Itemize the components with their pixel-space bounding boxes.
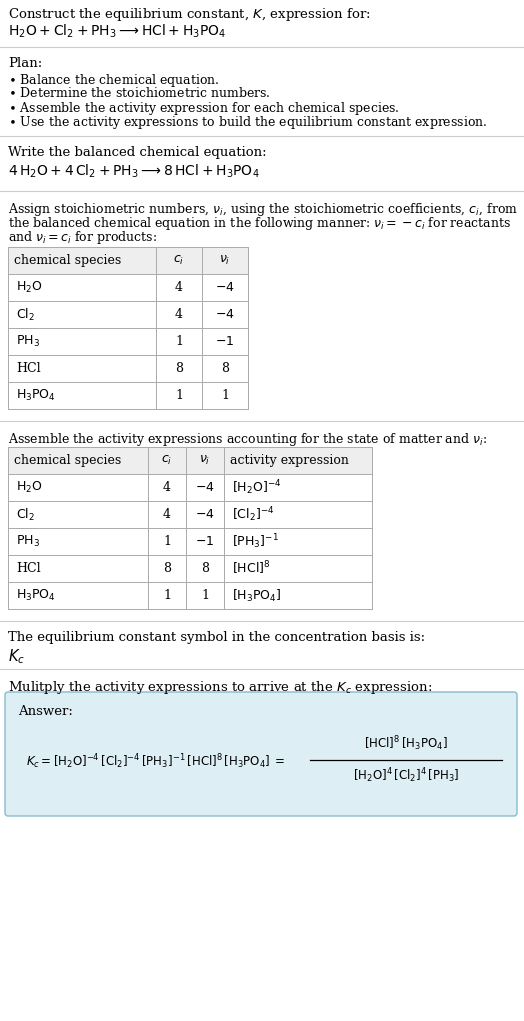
Text: $-4$: $-4$ (215, 308, 235, 321)
Text: 1: 1 (201, 589, 209, 602)
Text: HCl: HCl (16, 562, 41, 575)
Text: $[\mathrm{HCl}]^8$: $[\mathrm{HCl}]^8$ (232, 560, 270, 577)
Text: 4: 4 (175, 281, 183, 294)
Text: Mulitply the activity expressions to arrive at the $K_c$ expression:: Mulitply the activity expressions to arr… (8, 679, 432, 696)
Bar (8, 501, 372, 528)
Text: chemical species: chemical species (14, 254, 121, 268)
Text: $[\mathrm{Cl_2}]^{-4}$: $[\mathrm{Cl_2}]^{-4}$ (232, 505, 275, 524)
Bar (8, 528, 372, 555)
Text: $\bullet$ Balance the chemical equation.: $\bullet$ Balance the chemical equation. (8, 72, 220, 89)
Text: The equilibrium constant symbol in the concentration basis is:: The equilibrium constant symbol in the c… (8, 631, 425, 644)
Bar (8, 301, 248, 328)
Text: 8: 8 (221, 362, 229, 375)
Text: $[\mathrm{H_3PO_4}]$: $[\mathrm{H_3PO_4}]$ (232, 587, 281, 603)
Text: $\mathrm{Cl_2}$: $\mathrm{Cl_2}$ (16, 306, 35, 323)
Text: 8: 8 (201, 562, 209, 575)
Text: activity expression: activity expression (230, 454, 349, 467)
Text: $-1$: $-1$ (215, 335, 235, 348)
Text: $-4$: $-4$ (195, 508, 215, 521)
Text: $\mathrm{PH_3}$: $\mathrm{PH_3}$ (16, 534, 40, 549)
Text: 4: 4 (163, 481, 171, 494)
Bar (8, 555, 372, 582)
Text: $c_i$: $c_i$ (161, 454, 172, 467)
Text: $\bullet$ Assemble the activity expression for each chemical species.: $\bullet$ Assemble the activity expressi… (8, 100, 400, 117)
Text: $\mathrm{4\,H_2O + 4\,Cl_2 + PH_3 \longrightarrow 8\,HCl + H_3PO_4}$: $\mathrm{4\,H_2O + 4\,Cl_2 + PH_3 \longr… (8, 163, 259, 181)
Text: 4: 4 (175, 308, 183, 321)
Text: 1: 1 (163, 535, 171, 548)
Bar (8, 247, 248, 274)
Bar (8, 328, 248, 355)
Text: 8: 8 (175, 362, 183, 375)
Text: $[\mathrm{PH_3}]^{-1}$: $[\mathrm{PH_3}]^{-1}$ (232, 532, 279, 551)
Text: Construct the equilibrium constant, $K$, expression for:: Construct the equilibrium constant, $K$,… (8, 6, 370, 23)
Text: Write the balanced chemical equation:: Write the balanced chemical equation: (8, 146, 267, 159)
Text: $\mathrm{H_2O + Cl_2 + PH_3 \longrightarrow HCl + H_3PO_4}$: $\mathrm{H_2O + Cl_2 + PH_3 \longrightar… (8, 23, 226, 41)
Text: $\mathrm{H_2O}$: $\mathrm{H_2O}$ (16, 280, 42, 295)
Text: $c_i$: $c_i$ (173, 254, 184, 268)
Text: $\mathrm{H_2O}$: $\mathrm{H_2O}$ (16, 480, 42, 495)
Text: 1: 1 (163, 589, 171, 602)
Text: 8: 8 (163, 562, 171, 575)
Text: $\mathrm{PH_3}$: $\mathrm{PH_3}$ (16, 334, 40, 349)
Text: $\bullet$ Use the activity expressions to build the equilibrium constant express: $\bullet$ Use the activity expressions t… (8, 114, 487, 131)
Bar (8, 382, 248, 409)
Text: $\bullet$ Determine the stoichiometric numbers.: $\bullet$ Determine the stoichiometric n… (8, 86, 270, 100)
FancyBboxPatch shape (5, 692, 517, 816)
Text: $K_c$: $K_c$ (8, 647, 25, 666)
Bar (8, 274, 248, 301)
Bar (8, 474, 372, 501)
Text: Assemble the activity expressions accounting for the state of matter and $\nu_i$: Assemble the activity expressions accoun… (8, 431, 487, 448)
Text: $K_c = [\mathrm{H_2O}]^{-4}\,[\mathrm{Cl_2}]^{-4}\,[\mathrm{PH_3}]^{-1}\,[\mathr: $K_c = [\mathrm{H_2O}]^{-4}\,[\mathrm{Cl… (26, 752, 286, 771)
Text: $\nu_i$: $\nu_i$ (199, 454, 211, 467)
Text: $\mathrm{H_3PO_4}$: $\mathrm{H_3PO_4}$ (16, 388, 56, 403)
Text: chemical species: chemical species (14, 454, 121, 467)
Text: 1: 1 (221, 389, 229, 402)
Text: $[\mathrm{HCl}]^8\,[\mathrm{H_3PO_4}]$: $[\mathrm{HCl}]^8\,[\mathrm{H_3PO_4}]$ (364, 735, 448, 753)
Text: $-4$: $-4$ (215, 281, 235, 294)
Text: 1: 1 (175, 389, 183, 402)
Text: and $\nu_i = c_i$ for products:: and $\nu_i = c_i$ for products: (8, 229, 157, 246)
Bar (8, 447, 372, 474)
Text: HCl: HCl (16, 362, 41, 375)
Text: the balanced chemical equation in the following manner: $\nu_i = -c_i$ for react: the balanced chemical equation in the fo… (8, 215, 511, 232)
Bar (8, 355, 248, 382)
Text: $\mathrm{H_3PO_4}$: $\mathrm{H_3PO_4}$ (16, 588, 56, 603)
Text: $\nu_i$: $\nu_i$ (220, 254, 231, 268)
Text: $-1$: $-1$ (195, 535, 215, 548)
Text: $[\mathrm{H_2O}]^{-4}$: $[\mathrm{H_2O}]^{-4}$ (232, 478, 281, 497)
Text: Plan:: Plan: (8, 57, 42, 70)
Bar (8, 582, 372, 609)
Text: $-4$: $-4$ (195, 481, 215, 494)
Text: 4: 4 (163, 508, 171, 521)
Text: $\mathrm{Cl_2}$: $\mathrm{Cl_2}$ (16, 506, 35, 523)
Text: Assign stoichiometric numbers, $\nu_i$, using the stoichiometric coefficients, $: Assign stoichiometric numbers, $\nu_i$, … (8, 201, 518, 218)
Text: 1: 1 (175, 335, 183, 348)
Text: Answer:: Answer: (18, 704, 73, 718)
Text: $[\mathrm{H_2O}]^4\,[\mathrm{Cl_2}]^4\,[\mathrm{PH_3}]$: $[\mathrm{H_2O}]^4\,[\mathrm{Cl_2}]^4\,[… (353, 767, 459, 785)
